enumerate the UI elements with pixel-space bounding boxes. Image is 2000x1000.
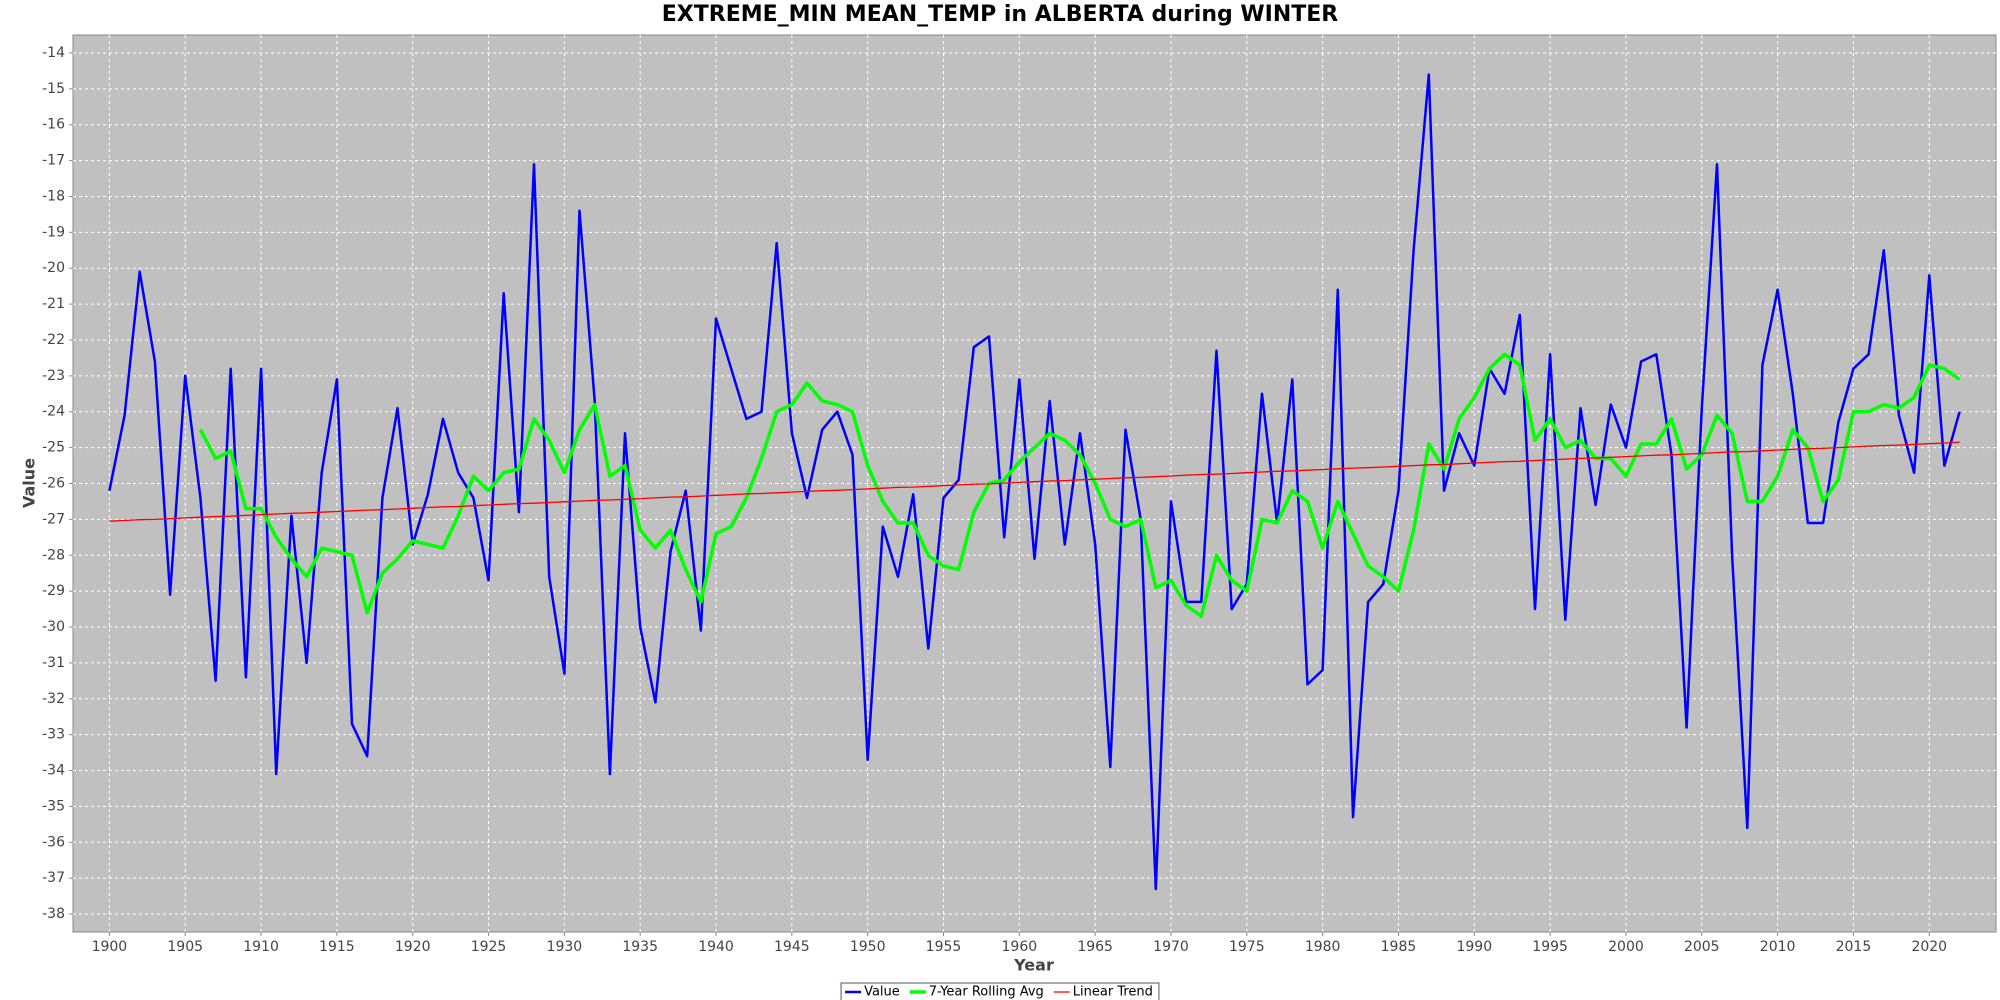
- x-tick-label: 1990: [1456, 939, 1492, 955]
- y-tick-label: -17: [42, 153, 65, 169]
- x-tick-label: 2020: [1911, 939, 1947, 955]
- legend: Value 7-Year Rolling Avg Linear Trend: [840, 982, 1160, 1000]
- y-tick-label: -32: [42, 691, 65, 707]
- x-tick-label: 2005: [1684, 939, 1720, 955]
- legend-label: 7-Year Rolling Avg: [929, 985, 1044, 1000]
- x-tick-label: 1940: [698, 939, 734, 955]
- y-tick-label: -16: [42, 117, 65, 133]
- legend-label: Linear Trend: [1073, 985, 1153, 1000]
- x-tick-label: 1945: [774, 939, 810, 955]
- x-tick-label: 1900: [92, 939, 128, 955]
- y-axis-label: Value: [20, 458, 39, 508]
- x-tick-label: 1975: [1229, 939, 1265, 955]
- x-tick-label: 1935: [622, 939, 658, 955]
- y-tick-label: -22: [42, 332, 65, 348]
- y-tick-label: -14: [42, 45, 65, 61]
- x-tick-label: 2000: [1608, 939, 1644, 955]
- x-tick-label: 1950: [850, 939, 886, 955]
- series-line: [198, 352, 1961, 619]
- x-tick-label: 1920: [395, 939, 431, 955]
- y-tick-label: -37: [42, 870, 65, 886]
- legend-item: Linear Trend: [1053, 985, 1153, 1000]
- y-tick-label: -19: [42, 224, 65, 240]
- chart-title: EXTREME_MIN MEAN_TEMP in ALBERTA during …: [662, 2, 1339, 27]
- y-tick-label: -18: [42, 188, 65, 204]
- y-tick-label: -36: [42, 834, 65, 850]
- series-line: [108, 73, 1961, 891]
- legend-label: Value: [864, 985, 900, 1000]
- legend-box: [840, 982, 1160, 1000]
- x-tick-label: 1965: [1077, 939, 1113, 955]
- y-tick-label: -26: [42, 476, 65, 492]
- y-tick-label: -33: [42, 727, 65, 743]
- y-tick-label: -34: [42, 763, 65, 779]
- x-tick-label: 1910: [243, 939, 279, 955]
- legend-item: Value: [845, 985, 900, 1000]
- x-tick-label: 1930: [547, 939, 583, 955]
- y-tick-label: -21: [42, 296, 65, 312]
- x-tick-label: 2010: [1760, 939, 1796, 955]
- y-tick-label: -23: [42, 368, 65, 384]
- x-tick-label: 1915: [319, 939, 355, 955]
- y-tick-label: -30: [42, 619, 65, 635]
- x-tick-label: 1905: [167, 939, 203, 955]
- y-tick-label: -27: [42, 511, 65, 527]
- x-tick-label: 1960: [1002, 939, 1038, 955]
- x-tick-label: 1980: [1305, 939, 1341, 955]
- x-tick-label: 1985: [1381, 939, 1417, 955]
- y-tick-label: -24: [42, 404, 65, 420]
- series-line: [109, 441, 1960, 522]
- x-axis-label: Year: [1013, 956, 1054, 975]
- y-tick-label: -35: [42, 798, 65, 814]
- y-tick-label: -38: [42, 906, 65, 922]
- y-tick-label: -25: [42, 440, 65, 456]
- y-tick-label: -20: [42, 260, 65, 276]
- y-tick-label: -29: [42, 583, 65, 599]
- y-tick-label: -15: [42, 81, 65, 97]
- y-tick-label: -28: [42, 547, 65, 563]
- x-tick-label: 1955: [926, 939, 962, 955]
- x-tick-label: 1995: [1532, 939, 1568, 955]
- x-tick-label: 1970: [1153, 939, 1189, 955]
- y-tick-label: -31: [42, 655, 65, 671]
- x-tick-label: 2015: [1836, 939, 1872, 955]
- x-tick-label: 1925: [471, 939, 507, 955]
- legend-item: 7-Year Rolling Avg: [909, 985, 1044, 1000]
